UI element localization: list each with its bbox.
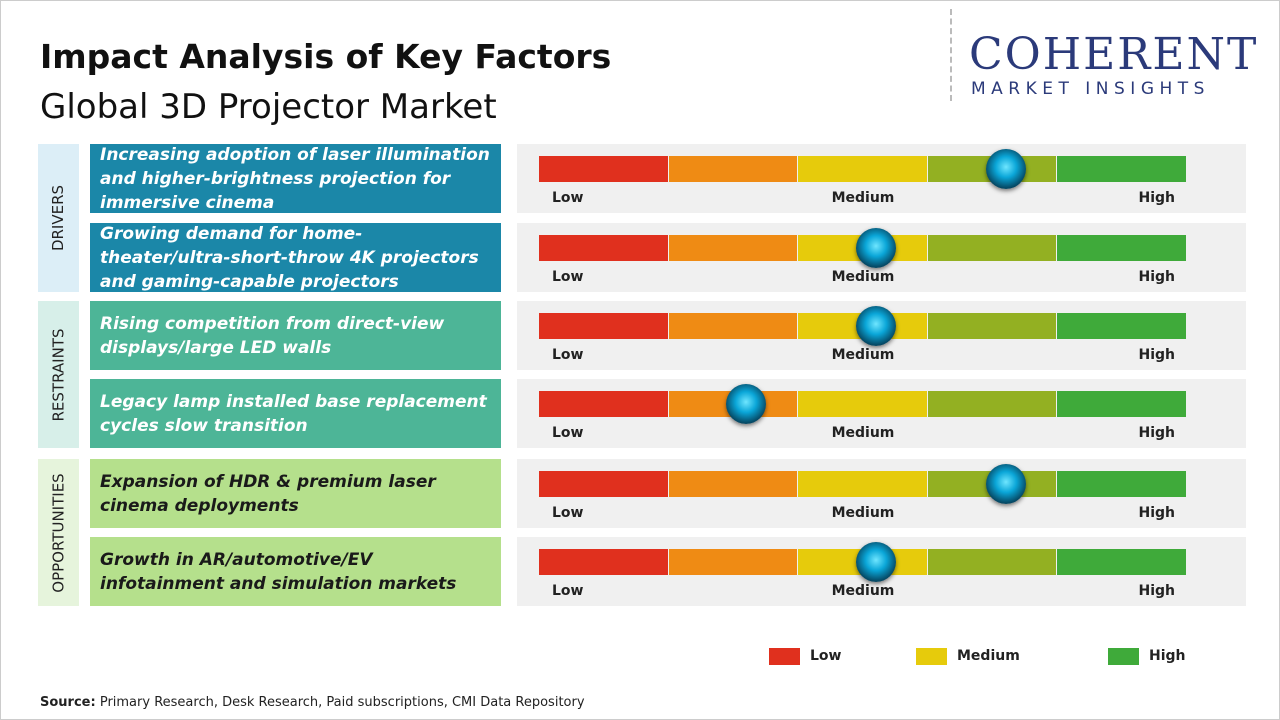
scale-segment: [668, 549, 798, 575]
scale-label: High: [1138, 583, 1175, 599]
factor-text: Legacy lamp installed base replacement c…: [90, 379, 501, 448]
rating-panel: Low Medium High: [517, 223, 1246, 292]
scale-label: Medium: [831, 190, 895, 206]
legend-swatch: [1108, 648, 1139, 665]
impact-knob: [855, 228, 896, 268]
scale-segment: [1057, 156, 1186, 182]
scale-segment: [927, 549, 1057, 575]
scale-label: High: [1138, 269, 1175, 285]
scale-label: Low: [552, 583, 584, 599]
scale-segment: [668, 313, 798, 339]
scale-segment: [798, 156, 927, 182]
legend-swatch: [916, 648, 947, 665]
scale-segment: [668, 156, 798, 182]
scale-segment: [927, 235, 1057, 261]
impact-knob: [985, 464, 1026, 504]
scale-segment: [1057, 313, 1186, 339]
scale-label: Low: [552, 347, 584, 363]
rating-panel: Low Medium High: [517, 537, 1246, 606]
scale-label: Low: [552, 425, 584, 441]
impact-knob: [726, 384, 767, 424]
divider: [950, 9, 952, 101]
impact-knob: [855, 542, 896, 582]
scale-segment: [1057, 549, 1186, 575]
factor-text: Increasing adoption of laser illuminatio…: [90, 144, 501, 213]
factor-text: Expansion of HDR & premium laser cinema …: [90, 459, 501, 528]
rating-panel: Low Medium High: [517, 379, 1246, 448]
scale-label: Low: [552, 505, 584, 521]
scale-segment: [539, 235, 668, 261]
scale-label: High: [1138, 347, 1175, 363]
scale-segment: [798, 471, 927, 497]
scale-label: Medium: [831, 583, 895, 599]
factor-text: Growing demand for home-theater/ultra-sh…: [90, 223, 501, 292]
source-text: Primary Research, Desk Research, Paid su…: [99, 695, 585, 710]
impact-knob: [855, 306, 896, 346]
scale-segment: [668, 471, 798, 497]
subtitle: Global 3D Projector Market: [40, 87, 497, 127]
scale-label: Medium: [831, 269, 895, 285]
legend-label: Low: [810, 648, 842, 664]
title: Impact Analysis of Key Factors: [40, 37, 612, 76]
group-label: OPPORTUNITIES: [49, 472, 68, 593]
scale-segment: [927, 313, 1057, 339]
logo-name: COHERENT: [969, 29, 1259, 80]
scale-segment: [668, 235, 798, 261]
group-label-box: DRIVERS: [38, 144, 79, 292]
scale-segment: [1057, 391, 1186, 417]
scale-label: Low: [552, 190, 584, 206]
rating-panel: Low Medium High: [517, 144, 1246, 213]
rating-panel: Low Medium High: [517, 459, 1246, 528]
scale-label: High: [1138, 190, 1175, 206]
scale-label: High: [1138, 425, 1175, 441]
source-label: Source:: [40, 695, 96, 710]
scale-segment: [1057, 471, 1186, 497]
source: Source: Primary Research, Desk Research,…: [40, 695, 585, 710]
scale-label: Medium: [831, 505, 895, 521]
scale-segment: [539, 313, 668, 339]
scale-segment: [539, 156, 668, 182]
scale-segment: [798, 391, 927, 417]
factor-text: Growth in AR/automotive/EV infotainment …: [90, 537, 501, 606]
group-label-box: OPPORTUNITIES: [38, 459, 79, 606]
legend-label: Medium: [957, 648, 1020, 664]
rating-panel: Low Medium High: [517, 301, 1246, 370]
scale-segment: [927, 391, 1057, 417]
scale-segment: [539, 549, 668, 575]
scale-segment: [539, 471, 668, 497]
legend-label: High: [1149, 648, 1186, 664]
scale-label: Low: [552, 269, 584, 285]
group-label: DRIVERS: [49, 184, 68, 252]
group-label-box: RESTRAINTS: [38, 301, 79, 448]
group-label: RESTRAINTS: [49, 328, 68, 421]
legend-swatch: [769, 648, 800, 665]
scale-label: Medium: [831, 425, 895, 441]
scale-segment: [539, 391, 668, 417]
logo-tagline: MARKET INSIGHTS: [971, 79, 1210, 99]
scale-label: Medium: [831, 347, 895, 363]
impact-knob: [985, 149, 1026, 189]
scale-segment: [1057, 235, 1186, 261]
scale-label: High: [1138, 505, 1175, 521]
factor-text: Rising competition from direct-view disp…: [90, 301, 501, 370]
